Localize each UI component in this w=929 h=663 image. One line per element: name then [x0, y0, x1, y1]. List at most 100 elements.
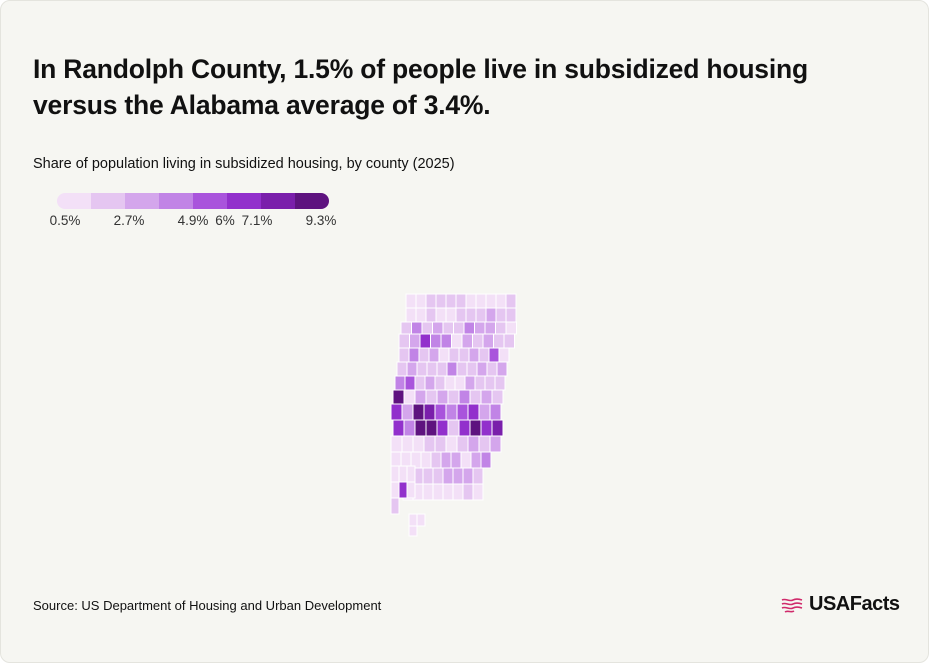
county-shape	[392, 389, 405, 405]
county-shape	[396, 361, 408, 377]
county-shape	[484, 375, 496, 391]
county-shape	[486, 361, 498, 377]
color-legend: 0.5% 2.7% 4.9% 6% 7.1% 9.3%	[50, 193, 336, 228]
legend-tick: 7.1%	[241, 213, 273, 228]
county-shape	[435, 307, 447, 323]
county-shape	[448, 347, 460, 363]
county-shape	[485, 307, 497, 323]
county-shape	[415, 307, 427, 323]
county-shape	[465, 307, 477, 323]
county-shape	[458, 419, 471, 437]
county-shape	[456, 435, 469, 453]
county-shape	[480, 451, 492, 469]
legend-ticks: 0.5% 2.7% 4.9% 6% 7.1% 9.3%	[50, 213, 357, 231]
county-shape	[489, 403, 502, 421]
county-shape	[462, 483, 474, 501]
county-shape	[423, 435, 436, 453]
county-shape	[401, 403, 414, 421]
county-shape	[498, 347, 510, 363]
county-shape	[426, 361, 438, 377]
county-shape	[475, 307, 487, 323]
county-shape	[460, 451, 472, 469]
county-shape	[434, 435, 447, 453]
county-shape	[405, 307, 417, 323]
county-shape	[421, 321, 433, 335]
county-shape	[454, 375, 466, 391]
county-shape	[469, 389, 482, 405]
county-shape	[472, 483, 484, 501]
county-shape	[476, 361, 488, 377]
legend-swatch	[193, 193, 227, 209]
logo-text: USAFacts	[809, 593, 900, 615]
county-shape	[420, 451, 432, 469]
county-shape	[478, 435, 491, 453]
chart-title: In Randolph County, 1.5% of people live …	[33, 54, 808, 120]
county-shape	[394, 375, 406, 391]
county-shape	[485, 293, 497, 309]
county-shape	[390, 403, 403, 421]
county-shape	[430, 451, 442, 469]
county-shape	[480, 419, 493, 437]
county-shape	[445, 435, 458, 453]
county-shape	[470, 451, 482, 469]
county-shape	[440, 451, 452, 469]
county-shape	[451, 333, 463, 349]
county-shape	[435, 293, 447, 309]
county-shape	[422, 467, 434, 485]
county-shape	[442, 483, 454, 501]
county-shape	[408, 513, 418, 527]
county-shape	[445, 403, 458, 421]
county-shape	[446, 361, 458, 377]
county-shape	[489, 435, 502, 453]
county-shape	[493, 333, 505, 349]
county-shape	[452, 467, 464, 485]
county-shape	[406, 465, 416, 483]
county-shape	[456, 403, 469, 421]
county-shape	[465, 293, 477, 309]
county-shape	[398, 481, 408, 499]
county-shape	[415, 293, 427, 309]
county-shape	[445, 307, 457, 323]
county-shape	[478, 403, 491, 421]
county-shape	[472, 333, 484, 349]
county-shape	[425, 389, 438, 405]
county-shape	[390, 435, 403, 453]
county-shape	[401, 435, 414, 453]
county-shape	[452, 483, 464, 501]
legend-tick: 2.7%	[113, 213, 145, 228]
source-note: Source: US Department of Housing and Urb…	[33, 598, 382, 613]
flag-icon	[781, 597, 803, 613]
county-shape	[432, 483, 444, 501]
county-shape	[450, 451, 462, 469]
county-shape	[428, 347, 440, 363]
county-shape	[425, 419, 438, 437]
legend-swatch	[57, 193, 91, 209]
county-shape	[461, 333, 473, 349]
legend-swatch	[125, 193, 159, 209]
county-shape	[392, 419, 405, 437]
legend-swatch	[159, 193, 193, 209]
county-shape	[390, 481, 400, 499]
chart-subtitle: Share of population living in subsidized…	[33, 156, 455, 172]
county-shape	[455, 307, 467, 323]
county-shape	[462, 467, 474, 485]
county-shape	[404, 375, 416, 391]
county-shape	[458, 347, 470, 363]
county-shape	[408, 347, 420, 363]
county-shape	[478, 347, 490, 363]
legend-tick: 0.5%	[49, 213, 81, 228]
county-shape	[416, 361, 428, 377]
county-shape	[403, 419, 416, 437]
county-shape	[466, 361, 478, 377]
county-shape	[409, 333, 421, 349]
county-shape	[469, 419, 482, 437]
county-shape	[390, 497, 400, 515]
county-shape	[505, 321, 517, 335]
legend-swatch	[295, 193, 329, 209]
county-shape	[422, 483, 434, 501]
county-shape	[416, 513, 426, 527]
county-shape	[445, 293, 457, 309]
county-shape	[495, 293, 507, 309]
county-shape	[434, 375, 446, 391]
